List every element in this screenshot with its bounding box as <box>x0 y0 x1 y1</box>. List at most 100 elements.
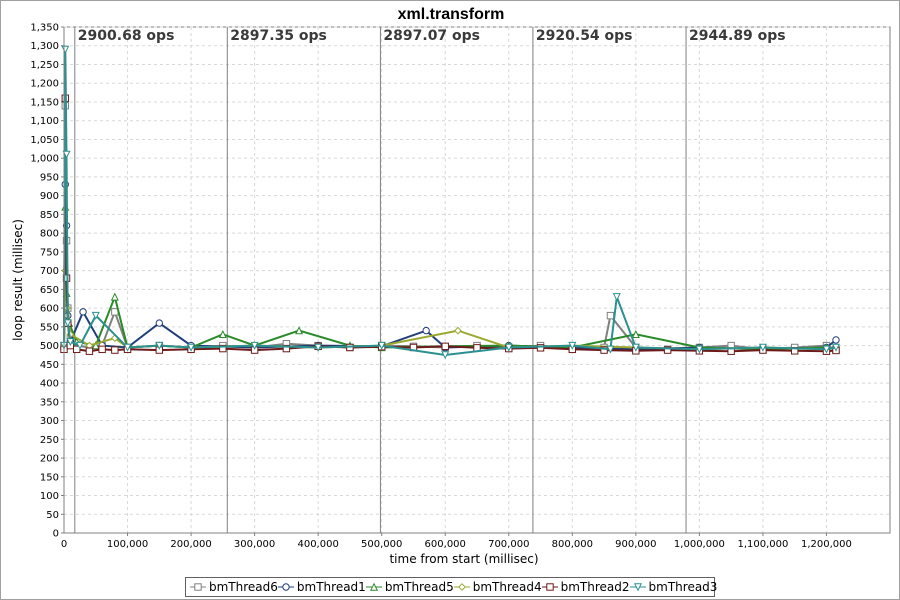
y-tick-label: 850 <box>40 210 59 221</box>
data-point <box>218 330 227 339</box>
data-point <box>110 292 119 301</box>
data-point <box>85 347 94 355</box>
data-point <box>62 150 71 159</box>
data-point <box>822 345 831 354</box>
chart-legend: bmThread6 bmThread1 bmThread5 bmThread4 bmTh… <box>185 577 718 597</box>
legend-swatch <box>190 583 206 591</box>
legend-label: bmThread4 <box>472 580 542 594</box>
ops-marker-label: 2944.89 ops <box>689 28 786 44</box>
legend-swatch-marker <box>282 583 290 591</box>
data-point <box>66 338 75 347</box>
plot-area <box>63 26 891 534</box>
x-tick-label: 400,000 <box>297 539 338 550</box>
data-point <box>631 343 640 352</box>
x-tick-label: 300,000 <box>234 539 275 550</box>
legend-label: bmThread1 <box>296 580 366 594</box>
x-tick-label: 1,000,000 <box>674 539 725 550</box>
data-point <box>831 343 841 352</box>
y-tick-label: 550 <box>40 322 59 333</box>
data-point <box>631 330 640 339</box>
y-tick-label: 700 <box>40 266 59 277</box>
data-point <box>250 341 259 350</box>
y-tick-label: 1,000 <box>30 154 59 165</box>
data-point <box>123 343 132 352</box>
legend-item-bmThread6: bmThread6 <box>190 580 278 594</box>
data-point <box>606 311 615 320</box>
y-tick-label: 200 <box>40 454 59 465</box>
ops-marker-label: 2920.54 ops <box>536 28 633 44</box>
legend-swatch-marker <box>545 583 554 591</box>
chart-svg: xml.transform 0 50 100 150 200 250 300 350 400 45… <box>11 6 891 566</box>
data-point <box>504 343 513 352</box>
data-point <box>155 341 164 350</box>
y-tick-label: 500 <box>40 341 59 352</box>
legend-swatch-marker <box>633 583 642 592</box>
x-tick-label: 1,100,000 <box>737 539 788 550</box>
x-tick-label: 700,000 <box>488 539 529 550</box>
x-tick-label: 800,000 <box>552 539 593 550</box>
data-point <box>832 336 840 344</box>
x-tick-label: 100,000 <box>107 539 148 550</box>
y-tick-label: 50 <box>46 510 59 521</box>
y-tick-label: 0 <box>53 529 59 540</box>
legend-swatch <box>541 583 558 591</box>
y-tick-label: 900 <box>40 191 59 202</box>
data-point <box>98 345 106 354</box>
ops-marker-label: 2900.68 ops <box>78 28 175 44</box>
y-tick-label: 250 <box>40 435 59 446</box>
data-point <box>91 341 100 350</box>
y-tick-label: 100 <box>40 491 59 502</box>
data-point <box>422 326 430 335</box>
ops-marker-label: 2897.07 ops <box>383 28 480 44</box>
data-point <box>377 341 386 350</box>
data-point <box>600 346 608 354</box>
y-tick-label: 1,200 <box>30 79 59 90</box>
data-point <box>758 343 767 352</box>
data-point <box>155 319 164 327</box>
data-point <box>75 341 84 350</box>
data-point <box>606 345 615 354</box>
legend-swatch <box>277 583 294 591</box>
data-point <box>63 319 72 328</box>
legend-item-bmThread3: bmThread3 <box>629 580 718 594</box>
series-bmThread3 <box>59 45 841 360</box>
legend-label: bmThread6 <box>209 580 278 594</box>
legend-swatch-marker <box>194 583 202 591</box>
legend-item-bmThread1: bmThread1 <box>277 580 366 594</box>
data-point <box>663 346 672 354</box>
legend-label: bmThread3 <box>648 580 718 594</box>
x-tick-label: 600,000 <box>425 539 466 550</box>
y-tick-label: 1,350 <box>30 23 59 34</box>
x-tick-label: 500,000 <box>361 539 402 550</box>
data-point <box>91 311 100 320</box>
y-tick-label: 800 <box>40 229 59 240</box>
data-point <box>441 342 449 351</box>
data-point <box>295 326 304 335</box>
legend-swatch-marker <box>457 583 466 591</box>
x-tick-label: 1,200,000 <box>801 539 852 550</box>
data-point <box>695 345 704 354</box>
y-tick-label: 1,050 <box>30 135 59 146</box>
data-point <box>282 344 291 353</box>
data-point <box>187 343 196 352</box>
x-axis-label: time from start (millisec) <box>389 552 538 566</box>
y-axis-label: loop result (millisec) <box>11 219 25 341</box>
data-point <box>111 346 119 354</box>
legend-swatch-marker <box>369 582 378 591</box>
data-point <box>536 344 545 352</box>
legend-label: bmThread5 <box>384 580 454 594</box>
data-point <box>314 343 323 352</box>
data-point <box>568 341 577 350</box>
y-tick-label: 150 <box>40 472 59 483</box>
y-tick-label: 1,250 <box>30 60 59 71</box>
y-tick-label: 400 <box>40 379 59 390</box>
data-point <box>612 293 621 302</box>
y-tick-label: 350 <box>40 397 59 408</box>
y-tick-label: 450 <box>40 360 59 371</box>
data-point <box>79 308 87 316</box>
data-point <box>454 326 462 335</box>
ops-marker-label: 2897.35 ops <box>230 28 327 44</box>
y-tick-label: 1,100 <box>30 116 59 127</box>
legend-swatch <box>365 582 382 591</box>
x-tick-label: 200,000 <box>170 539 211 550</box>
